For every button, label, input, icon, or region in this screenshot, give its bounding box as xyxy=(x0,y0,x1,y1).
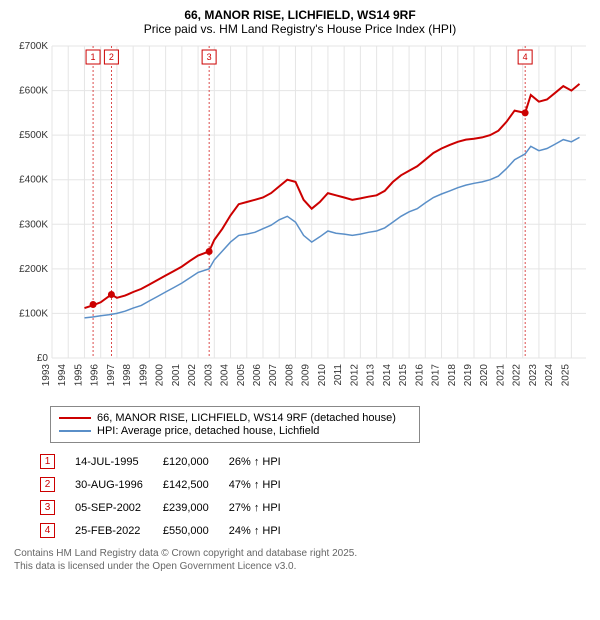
svg-text:£400K: £400K xyxy=(19,175,48,186)
marker-price: £239,000 xyxy=(163,497,227,518)
legend-swatch xyxy=(59,430,91,432)
marker-hpi: 47% ↑ HPI xyxy=(229,474,299,495)
svg-text:2018: 2018 xyxy=(447,364,458,387)
svg-text:1998: 1998 xyxy=(122,364,133,387)
footnote: Contains HM Land Registry data © Crown c… xyxy=(14,547,590,573)
svg-text:1994: 1994 xyxy=(57,364,68,387)
table-row: 2 30-AUG-1996£142,50047% ↑ HPI xyxy=(40,474,299,495)
svg-text:2025: 2025 xyxy=(560,364,571,387)
marker-date: 30-AUG-1996 xyxy=(75,474,161,495)
svg-text:2003: 2003 xyxy=(203,364,214,387)
svg-text:2017: 2017 xyxy=(431,364,442,387)
svg-text:2015: 2015 xyxy=(398,364,409,387)
marker-hpi: 27% ↑ HPI xyxy=(229,497,299,518)
marker-price: £550,000 xyxy=(163,520,227,541)
markers-table: 1 14-JUL-1995£120,00026% ↑ HPI 2 30-AUG-199… xyxy=(38,449,301,543)
svg-text:2023: 2023 xyxy=(528,364,539,387)
svg-text:2: 2 xyxy=(109,52,114,62)
marker-hpi: 26% ↑ HPI xyxy=(229,451,299,472)
marker-date: 25-FEB-2022 xyxy=(75,520,161,541)
svg-text:£600K: £600K xyxy=(19,86,48,97)
svg-text:2010: 2010 xyxy=(317,364,328,387)
svg-text:1997: 1997 xyxy=(106,364,117,387)
svg-text:2007: 2007 xyxy=(268,364,279,387)
marker-badge: 4 xyxy=(40,523,55,538)
svg-text:2009: 2009 xyxy=(301,364,312,387)
svg-text:2008: 2008 xyxy=(284,364,295,387)
svg-text:2001: 2001 xyxy=(171,364,182,387)
svg-text:£0: £0 xyxy=(37,353,49,364)
marker-hpi: 24% ↑ HPI xyxy=(229,520,299,541)
svg-text:2000: 2000 xyxy=(155,364,166,387)
table-row: 4 25-FEB-2022£550,00024% ↑ HPI xyxy=(40,520,299,541)
page-title: 66, MANOR RISE, LICHFIELD, WS14 9RF xyxy=(10,8,590,22)
svg-text:2021: 2021 xyxy=(495,364,506,387)
svg-text:2020: 2020 xyxy=(479,364,490,387)
svg-text:1993: 1993 xyxy=(41,364,52,387)
svg-text:2004: 2004 xyxy=(220,364,231,387)
marker-price: £142,500 xyxy=(163,474,227,495)
legend-item: HPI: Average price, detached house, Lich… xyxy=(59,425,411,437)
marker-badge: 1 xyxy=(40,454,55,469)
svg-text:4: 4 xyxy=(523,52,528,62)
svg-text:2014: 2014 xyxy=(382,364,393,387)
svg-text:1: 1 xyxy=(91,52,96,62)
table-row: 1 14-JUL-1995£120,00026% ↑ HPI xyxy=(40,451,299,472)
footnote-line2: This data is licensed under the Open Gov… xyxy=(14,560,590,573)
svg-text:2019: 2019 xyxy=(463,364,474,387)
price-chart: £0 £100K £200K £300K £400K £500K £600K £700K 199… xyxy=(10,40,590,400)
svg-text:£300K: £300K xyxy=(19,219,48,230)
marker-badge: 3 xyxy=(40,500,55,515)
svg-text:1995: 1995 xyxy=(73,364,84,387)
svg-text:2005: 2005 xyxy=(236,364,247,387)
svg-text:2013: 2013 xyxy=(366,364,377,387)
legend-label: HPI: Average price, detached house, Lich… xyxy=(97,425,319,437)
svg-text:£200K: £200K xyxy=(19,264,48,275)
marker-date: 14-JUL-1995 xyxy=(75,451,161,472)
marker-date: 05-SEP-2002 xyxy=(75,497,161,518)
legend: 66, MANOR RISE, LICHFIELD, WS14 9RF (det… xyxy=(50,406,420,443)
svg-text:2022: 2022 xyxy=(512,364,523,387)
svg-text:1996: 1996 xyxy=(90,364,101,387)
svg-text:2012: 2012 xyxy=(349,364,360,387)
svg-text:2016: 2016 xyxy=(414,364,425,387)
svg-text:2002: 2002 xyxy=(187,364,198,387)
marker-badge: 2 xyxy=(40,477,55,492)
legend-swatch xyxy=(59,417,91,419)
svg-text:£700K: £700K xyxy=(19,41,48,52)
svg-text:2011: 2011 xyxy=(333,364,344,386)
svg-text:2024: 2024 xyxy=(544,364,555,387)
svg-text:2006: 2006 xyxy=(252,364,263,387)
svg-text:£100K: £100K xyxy=(19,308,48,319)
page-subtitle: Price paid vs. HM Land Registry's House … xyxy=(10,22,590,36)
footnote-line1: Contains HM Land Registry data © Crown c… xyxy=(14,547,590,560)
svg-text:£500K: £500K xyxy=(19,130,48,141)
legend-item: 66, MANOR RISE, LICHFIELD, WS14 9RF (det… xyxy=(59,412,411,424)
marker-price: £120,000 xyxy=(163,451,227,472)
svg-text:1999: 1999 xyxy=(138,364,149,387)
svg-text:3: 3 xyxy=(207,52,212,62)
table-row: 3 05-SEP-2002£239,00027% ↑ HPI xyxy=(40,497,299,518)
legend-label: 66, MANOR RISE, LICHFIELD, WS14 9RF (det… xyxy=(97,412,396,424)
